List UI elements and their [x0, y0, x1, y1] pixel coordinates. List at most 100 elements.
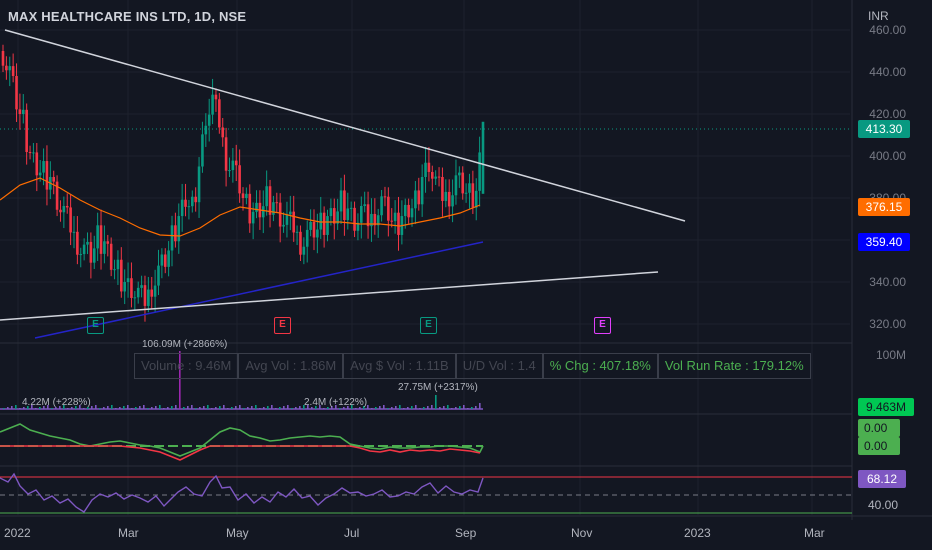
- volume-bar: [223, 405, 225, 409]
- volume-peak-note: 106.09M (+2866%): [142, 339, 228, 350]
- support-trendline: [34, 241, 484, 339]
- volume-bar: [439, 407, 441, 409]
- candle-body: [79, 254, 83, 256]
- candle-body: [140, 285, 143, 288]
- volume-bar: [35, 408, 37, 409]
- candle-body: [167, 250, 170, 267]
- volume-bar: [203, 406, 205, 409]
- rsi-axis-label: 40.00: [868, 498, 899, 512]
- volume-bar: [119, 407, 121, 409]
- volume-bar: [459, 406, 461, 409]
- price-axis-label: 460.00: [869, 23, 906, 37]
- resistance-trendline: [4, 29, 686, 222]
- candle-body: [468, 183, 471, 193]
- candle-body: [447, 191, 451, 207]
- volume-bar: [283, 406, 285, 409]
- volume-bar: [263, 407, 265, 409]
- volume-bar: [371, 408, 373, 409]
- candle-body: [373, 213, 377, 226]
- candle-body: [190, 196, 194, 207]
- volume-bar: [303, 405, 305, 409]
- volume-bar: [403, 408, 405, 409]
- price-axis-label: 400.00: [869, 149, 906, 163]
- candle-body: [32, 152, 35, 154]
- candle-body: [197, 166, 201, 203]
- candle-body: [150, 289, 154, 297]
- candle-body: [272, 202, 275, 215]
- candle-body: [420, 177, 424, 205]
- time-axis-label: Jul: [344, 526, 360, 540]
- candle-body: [21, 109, 25, 114]
- candle-body: [238, 165, 241, 194]
- candle-body: [228, 170, 231, 172]
- volume-bar: [31, 405, 33, 409]
- candle-body: [207, 114, 211, 126]
- candle-body: [464, 192, 468, 194]
- candle-body: [312, 221, 316, 238]
- volume-bar: [207, 405, 209, 409]
- volume-stats-box: Volume : 9.46M Avg Vol : 1.86M Avg $ Vol…: [134, 353, 811, 379]
- candle-body: [349, 207, 353, 209]
- volume-bar: [175, 405, 177, 409]
- price-axis-label: 420.00: [869, 107, 906, 121]
- volume-bar: [435, 395, 437, 409]
- volume-bar: [271, 405, 273, 409]
- volume-bar: [87, 407, 89, 409]
- candle-body: [8, 66, 12, 71]
- volume-bar: [255, 405, 257, 409]
- candle-body: [478, 152, 481, 191]
- moving-average-line: [0, 177, 481, 237]
- candle-body: [18, 109, 22, 114]
- candle-body: [393, 212, 397, 222]
- volume-note: 4.22M (+228%): [22, 397, 91, 408]
- volume-bars: [3, 351, 481, 409]
- candle-body: [245, 193, 248, 198]
- candle-body: [89, 241, 93, 263]
- last-price-tag: 413.30: [858, 120, 910, 138]
- candle-body: [410, 208, 414, 218]
- oscillator-red-line: [0, 445, 481, 461]
- candle-body: [444, 191, 448, 201]
- candle-body: [407, 204, 410, 218]
- volume-bar: [351, 405, 353, 409]
- candle-body: [360, 205, 363, 223]
- earnings-marker[interactable]: E: [87, 317, 104, 334]
- volume-bar: [83, 408, 85, 409]
- candle-body: [265, 186, 268, 207]
- candle-body: [414, 190, 417, 209]
- volume-bar: [463, 405, 465, 409]
- volume-bar: [179, 351, 181, 409]
- volume-bar: [275, 408, 277, 409]
- candle-body: [282, 224, 285, 227]
- oscillator-green-line: [0, 423, 484, 457]
- rsi-tag: 68.12: [858, 470, 906, 488]
- candle-body: [177, 216, 181, 242]
- volume-bar: [43, 406, 45, 409]
- volume-bar: [187, 406, 189, 409]
- lower-trendline: [0, 271, 659, 321]
- volume-bar: [51, 408, 53, 409]
- volume-bar: [91, 406, 93, 409]
- time-axis-label: May: [226, 526, 249, 540]
- earnings-marker[interactable]: E: [420, 317, 437, 334]
- candle-body: [275, 202, 279, 204]
- candle-body: [76, 231, 79, 255]
- earnings-marker[interactable]: E: [274, 317, 291, 334]
- volume-bar: [95, 405, 97, 409]
- candle-body: [336, 211, 339, 224]
- volume-bar: [15, 405, 17, 409]
- candle-body: [72, 231, 76, 233]
- earnings-marker[interactable]: E: [594, 317, 611, 334]
- volume-bar: [227, 408, 229, 409]
- volume-bar: [219, 406, 221, 409]
- candle-body: [434, 176, 437, 179]
- candle-body: [153, 285, 157, 297]
- volume-bar: [475, 406, 477, 409]
- candle-body: [59, 209, 62, 213]
- volume-note: 27.75M (+2317%): [398, 382, 478, 393]
- time-axis-label: 2023: [684, 526, 711, 540]
- candle-body: [346, 208, 350, 221]
- volume-bar: [319, 405, 321, 409]
- candle-body: [424, 162, 427, 177]
